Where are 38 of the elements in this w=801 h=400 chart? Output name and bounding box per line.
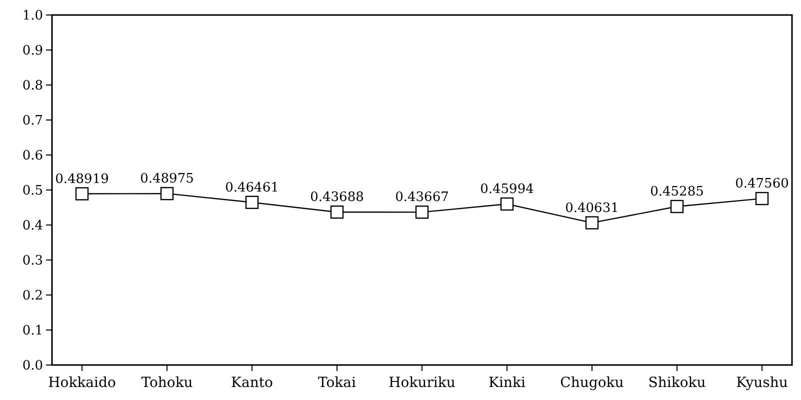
y-tick-label: 0.7 <box>22 114 43 129</box>
point <box>500 197 514 211</box>
x-tick-label: Chugoku <box>560 375 624 391</box>
point <box>670 200 684 214</box>
y-tick-label: 0.2 <box>22 288 43 304</box>
y-tick-label: 0.3 <box>22 254 43 269</box>
point <box>585 216 599 230</box>
point <box>755 192 769 206</box>
y-tick-label: 1.0 <box>22 8 43 24</box>
x-tick-label: Tohoku <box>141 375 193 391</box>
data-label: 0.43667 <box>395 190 449 206</box>
point <box>75 187 89 200</box>
data-label: 0.40631 <box>565 200 619 216</box>
data-label: 0.43688 <box>310 190 364 206</box>
x-tick-label: Shikoku <box>648 375 706 391</box>
x-tick-label: Hokkaido <box>48 375 116 391</box>
data-label: 0.48919 <box>55 172 109 187</box>
data-label: 0.47560 <box>735 176 789 192</box>
x-tick-label: Hokuriku <box>388 375 456 391</box>
y-tick-label: 0.9 <box>22 44 43 59</box>
point <box>160 186 174 200</box>
y-tick-label: 0.1 <box>22 324 43 339</box>
x-tick-label: Kanto <box>231 375 273 391</box>
y-tick-label: 0.4 <box>22 218 43 234</box>
point <box>415 206 429 219</box>
data-label: 0.45285 <box>650 184 704 200</box>
y-tick-label: 0.8 <box>22 78 43 94</box>
x-tick-label: Kyushu <box>736 375 788 391</box>
y-tick-label: 0.6 <box>22 148 43 164</box>
y-tick-label: 0.0 <box>22 358 43 374</box>
data-label: 0.46461 <box>225 180 279 196</box>
point <box>330 205 344 219</box>
data-label: 0.45994 <box>480 182 534 198</box>
x-tick-label: Tokai <box>318 375 357 391</box>
x-tick-label: Kinki <box>488 375 526 391</box>
data-label: 0.48975 <box>140 172 194 187</box>
point <box>245 196 259 209</box>
y-tick-label: 0.5 <box>22 184 43 199</box>
